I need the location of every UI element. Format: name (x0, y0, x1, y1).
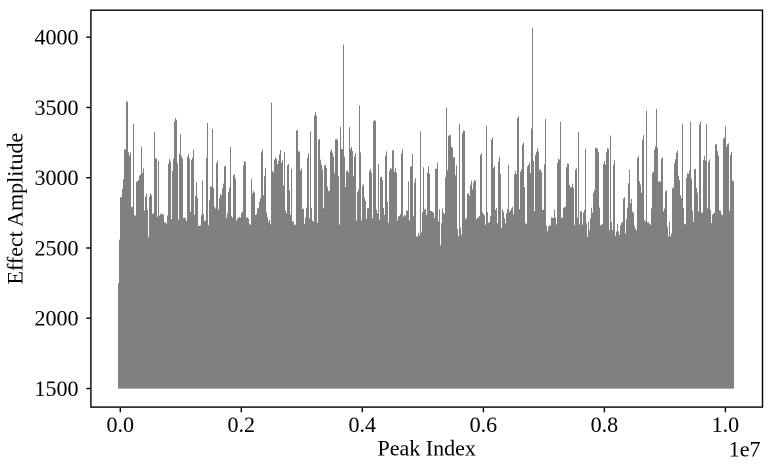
svg-text:1e7: 1e7 (729, 436, 761, 461)
svg-text:4000: 4000 (35, 25, 79, 50)
svg-text:1500: 1500 (35, 376, 79, 401)
svg-text:0.2: 0.2 (228, 412, 256, 437)
svg-text:0.4: 0.4 (349, 412, 377, 437)
svg-text:3500: 3500 (35, 95, 79, 120)
svg-text:0.8: 0.8 (591, 412, 619, 437)
svg-text:0.0: 0.0 (107, 412, 135, 437)
svg-text:2000: 2000 (35, 306, 79, 331)
svg-text:Peak Index: Peak Index (378, 436, 476, 461)
svg-text:Effect Amplitude: Effect Amplitude (3, 133, 28, 285)
svg-text:1.0: 1.0 (712, 412, 740, 437)
svg-text:2500: 2500 (35, 235, 79, 260)
svg-text:0.6: 0.6 (470, 412, 498, 437)
svg-text:3000: 3000 (35, 165, 79, 190)
